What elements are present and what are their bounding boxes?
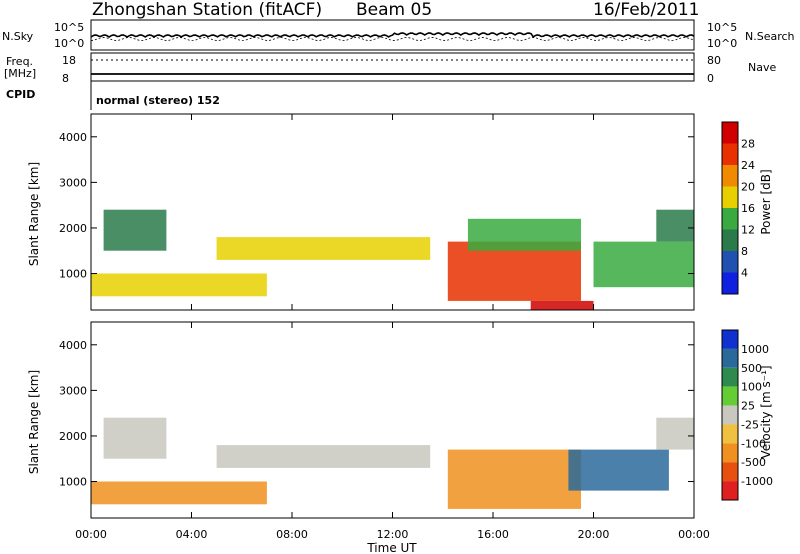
- power-color-0: [722, 122, 738, 144]
- power-heatmap: [91, 209, 694, 310]
- velocity-color-8: [722, 481, 738, 500]
- x-tick-label-5: 20:00: [578, 528, 610, 541]
- y-tick-label-0-1: 2000: [59, 222, 87, 235]
- y-tick-label-1-1: 2000: [59, 430, 87, 443]
- power-tick-3: 16: [741, 202, 755, 215]
- velocity-tick-6: -500: [741, 456, 766, 469]
- nave-tick-bottom: 0: [707, 72, 714, 85]
- search-noise-trace: [90, 37, 695, 41]
- power-region-1: [103, 209, 167, 251]
- velocity-heatmap: [91, 417, 694, 509]
- date-label: 16/Feb/2011: [593, 0, 700, 20]
- velocity-color-6: [722, 443, 738, 463]
- velocity-region-1: [103, 417, 167, 459]
- power-tick-0: 4: [741, 267, 748, 280]
- y-tick-label-1-2: 3000: [59, 384, 87, 397]
- y-tick-label-1-3: 4000: [59, 339, 87, 352]
- power-tick-6: 28: [741, 138, 755, 151]
- power-tick-1: 8: [741, 245, 748, 258]
- y-tick-label-0-3: 4000: [59, 131, 87, 144]
- sky-label: N.Sky: [2, 30, 34, 43]
- velocity-tick-1: 500: [741, 362, 762, 375]
- sky-panel-frame: [90, 19, 695, 51]
- power-color-4: [722, 208, 738, 230]
- x-tick-label-4: 16:00: [477, 528, 509, 541]
- freq-unit: [MHz]: [4, 67, 37, 80]
- velocity-tick-7: -1000: [741, 475, 773, 488]
- freq-label: Freq.: [6, 55, 34, 68]
- power-ylabel: Slant Range [km]: [27, 162, 41, 266]
- velocity-color-7: [722, 462, 738, 482]
- velocity-region-4: [568, 449, 669, 491]
- velocity-scale-label: Velocity [m s⁻¹]: [759, 365, 773, 458]
- power-region-7: [656, 209, 694, 242]
- velocity-color-1: [722, 348, 738, 368]
- power-region-6: [593, 241, 694, 288]
- power-region-5: [530, 300, 594, 310]
- power-color-6: [722, 251, 738, 273]
- colorbars: 4 8 12 16 20 24 28 1000 500 100 25 -25 -100 -500 -1000: [721, 121, 773, 501]
- power-region-0: [91, 273, 267, 297]
- velocity-color-5: [722, 424, 738, 444]
- velocity-ylabel: Slant Range [km]: [27, 370, 41, 474]
- freq-panel-frame: [90, 52, 695, 82]
- search-label: N.Search: [745, 30, 795, 43]
- freq-tick-top: 18: [62, 54, 76, 67]
- x-tick-label-1: 04:00: [176, 528, 208, 541]
- velocity-colorbar-frame: [721, 329, 739, 501]
- axes: 1000 2000 3000 4000 1000 2000 3000 4000 00:00 04:…: [59, 113, 710, 541]
- y-tick-label-0-0: 1000: [59, 268, 87, 281]
- search-tick-bottom: 10^0: [707, 37, 738, 50]
- sky-tick-bottom: 10^0: [54, 37, 85, 50]
- velocity-tick-2: 100: [741, 381, 762, 394]
- station-title: Zhongshan Station (fitACF): [92, 0, 323, 20]
- power-scale-label: Power [dB]: [759, 169, 773, 234]
- xlabel: Time UT: [366, 541, 417, 554]
- velocity-color-3: [722, 386, 738, 406]
- sky-noise-trace: [90, 32, 695, 39]
- power-region-3: [447, 241, 581, 301]
- power-region-4: [467, 218, 581, 251]
- cpid-text: normal (stereo) 152: [96, 94, 220, 107]
- power-color-2: [722, 165, 738, 187]
- velocity-region-3: [447, 449, 581, 509]
- velocity-tick-3: 25: [741, 400, 755, 413]
- x-tick-label-3: 12:00: [377, 528, 409, 541]
- power-region-2: [216, 237, 431, 260]
- velocity-region-5: [656, 417, 694, 450]
- velocity-region-0: [91, 481, 267, 505]
- x-tick-label-0: 00:00: [75, 528, 107, 541]
- freq-tick-bottom: 8: [62, 72, 69, 85]
- power-color-1: [722, 143, 738, 165]
- velocity-tick-0: 1000: [741, 343, 769, 356]
- velocity-color-4: [722, 405, 738, 425]
- velocity-region-2: [216, 445, 431, 468]
- power-color-5: [722, 229, 738, 251]
- velocity-color-0: [722, 330, 738, 349]
- x-tick-label-2: 08:00: [276, 528, 308, 541]
- power-color-7: [722, 272, 738, 294]
- velocity-tick-4: -25: [741, 418, 759, 431]
- y-tick-label-0-2: 3000: [59, 176, 87, 189]
- velocity-color-2: [722, 367, 738, 387]
- power-colorbar-frame: [721, 121, 739, 295]
- y-tick-label-1-0: 1000: [59, 476, 87, 489]
- x-tick-label-6: 00:00: [678, 528, 710, 541]
- velocity-tick-5: -100: [741, 437, 766, 450]
- nave-label: Nave: [748, 61, 777, 74]
- power-tick-2: 12: [741, 224, 755, 237]
- power-tick-4: 20: [741, 181, 755, 194]
- nave-tick-top: 80: [707, 54, 721, 67]
- power-color-3: [722, 186, 738, 208]
- sky-tick-top: 10^5: [54, 21, 85, 34]
- cpid-label: CPID: [6, 88, 36, 101]
- beam-label: Beam 05: [356, 0, 433, 20]
- search-tick-top: 10^5: [707, 21, 738, 34]
- power-tick-5: 24: [741, 159, 755, 172]
- panel-frames: [90, 19, 695, 110]
